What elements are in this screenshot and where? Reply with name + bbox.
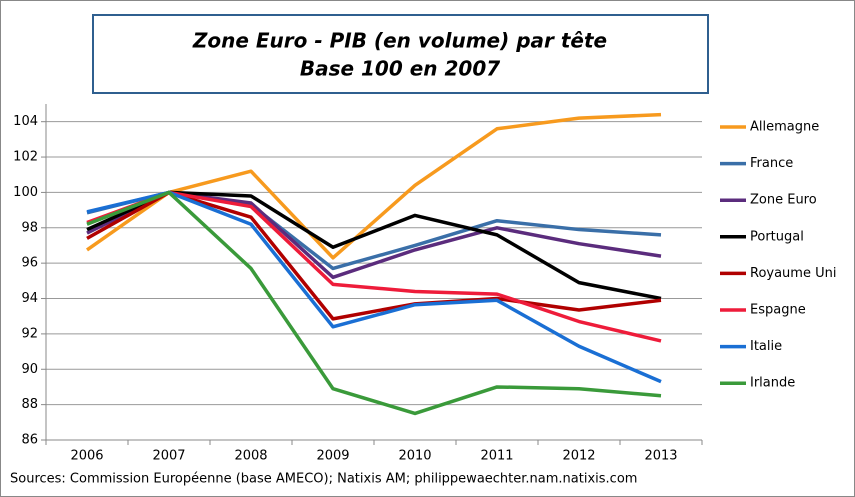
x-tick-label: 2007: [152, 449, 185, 464]
title-box: [92, 14, 709, 94]
chart-title: Zone Euro - PIB (en volume) par tête: [192, 29, 607, 53]
legend-label: Zone Euro: [750, 193, 817, 208]
legend-label: Allemagne: [750, 120, 819, 135]
legend-label: Espagne: [750, 303, 806, 318]
x-tick-label: 2008: [234, 449, 267, 464]
x-tick-label: 2013: [644, 449, 677, 464]
y-tick-label: 86: [21, 433, 38, 448]
y-tick-label: 96: [21, 256, 38, 271]
series-line: [86, 190, 662, 384]
x-tick-label: 2010: [398, 449, 431, 464]
y-tick-label: 102: [13, 150, 38, 165]
x-tick-label: 2009: [316, 449, 349, 464]
legend-label: Royaume Uni: [750, 266, 836, 281]
legend-label: Italie: [750, 339, 782, 354]
y-tick-label: 90: [21, 362, 38, 377]
series-line: [86, 190, 662, 416]
series-line: [85, 112, 662, 260]
y-tick-label: 94: [21, 291, 38, 306]
legend-label: Portugal: [750, 229, 804, 244]
y-tick-label: 88: [21, 397, 38, 412]
chart-subtitle: Base 100 en 2007: [300, 57, 500, 81]
legend-label: Irlande: [750, 376, 795, 391]
y-tick-label: 98: [21, 220, 38, 235]
legend-label: France: [750, 156, 793, 171]
x-tick-label: 2011: [480, 449, 513, 464]
x-tick-label: 2006: [70, 449, 103, 464]
source-note: Sources: Commission Européenne (base AME…: [10, 472, 637, 487]
x-tick-label: 2012: [562, 449, 595, 464]
y-tick-label: 100: [13, 185, 38, 200]
series-line: [86, 190, 662, 343]
y-tick-label: 104: [13, 114, 38, 129]
y-tick-label: 92: [21, 326, 38, 341]
